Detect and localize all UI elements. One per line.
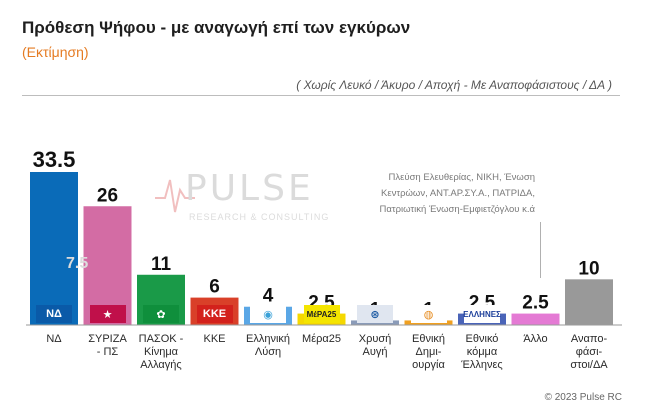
category-label-line: κόμμα xyxy=(466,346,498,358)
party-logo-7: ◍ xyxy=(410,305,447,323)
category-label-2: ΠΑΣΟΚ - Κίνημα Αλλαγής xyxy=(131,333,191,372)
value-label-0: 33.5 xyxy=(33,147,76,172)
party-logo-8: ΕΛΛΗΝΕΣ xyxy=(463,305,501,323)
party-logo-2: ✿ xyxy=(143,305,179,323)
bar-9 xyxy=(511,313,560,325)
category-label-line: φάσι- xyxy=(575,346,603,358)
category-label-line: Εθνικό xyxy=(465,333,499,345)
category-label-line: ΚΚΕ xyxy=(203,333,226,345)
category-label-line: Αλλαγής xyxy=(140,359,182,371)
header-divider xyxy=(22,95,620,96)
category-label-5: Μέρα25 xyxy=(292,333,352,346)
category-label-line: Έλληνες xyxy=(461,359,503,371)
watermark-brand: PULSE xyxy=(185,168,314,209)
category-label-line: - ΠΣ xyxy=(96,346,119,358)
category-label-line: Δημι- xyxy=(415,346,442,358)
bar-10 xyxy=(565,279,613,325)
pulse-watermark: PULSE RESEARCH & CONSULTING xyxy=(155,168,328,223)
category-label-1: ΣΥΡΙΖΑ - ΠΣ xyxy=(78,333,138,359)
watermark-tagline: RESEARCH & CONSULTING xyxy=(189,212,330,222)
filter-note: ( Χωρίς Λευκό / Άκυρο / Αποχή - Με Αναπο… xyxy=(296,78,612,92)
category-label-6: Χρυσή Αυγή xyxy=(345,333,405,359)
party-logo-5: ΜέΡΑ25 xyxy=(303,305,340,323)
other-parties-note: Πλεύση Ελευθερίας, ΝΙΚΗ, Ένωση Κεντρώων,… xyxy=(379,172,536,215)
category-label-line: ΠΑΣΟΚ - xyxy=(138,333,184,345)
nd-inner-value: 7.5 xyxy=(66,255,89,272)
category-label-line: Ελληνική xyxy=(245,333,291,345)
category-label-line: Αναπο- xyxy=(570,333,608,345)
value-label-1: 26 xyxy=(97,185,118,206)
value-label-4: 4 xyxy=(263,286,274,307)
value-label-2: 11 xyxy=(151,254,172,275)
category-label-3: ΚΚΕ xyxy=(185,333,245,346)
category-label-10: Αναπο-φάσι-στοι/ΔΑ xyxy=(559,333,619,372)
party-logo-1: ★ xyxy=(89,305,126,323)
pulse-wave-icon xyxy=(155,179,195,213)
chart-subtitle: (Εκτίμηση) xyxy=(22,44,89,60)
category-label-line: Μέρα25 xyxy=(302,333,341,345)
category-label-line: ΝΔ xyxy=(46,333,62,345)
category-label-line: Άλλο xyxy=(523,333,548,345)
category-label-line: Λύση xyxy=(254,346,282,358)
category-label-8: Εθνικό κόμμα Έλληνες xyxy=(452,333,512,372)
category-label-0: ΝΔ xyxy=(24,333,84,346)
category-label-line: Εθνική xyxy=(411,333,446,345)
category-label-line: Χρυσή xyxy=(358,333,392,345)
party-logo-0: ΝΔ xyxy=(36,305,72,323)
category-label-line: Κίνημα xyxy=(143,346,179,358)
value-label-10: 10 xyxy=(578,258,599,279)
category-label-7: Εθνική Δημι-ουργία xyxy=(399,333,459,372)
party-logo-6: ⊛ xyxy=(357,305,393,323)
chart-title: Πρόθεση Ψήφου - με αναγωγή επί των εγκύρ… xyxy=(22,18,411,37)
category-label-4: Ελληνική Λύση xyxy=(238,333,298,359)
copyright-footer: © 2023 Pulse RC xyxy=(544,392,622,403)
category-label-line: ΣΥΡΙΖΑ xyxy=(88,333,127,345)
value-label-9: 2.5 xyxy=(522,293,549,314)
category-label-line: ουργία xyxy=(412,359,445,371)
bar-0 xyxy=(30,172,78,325)
category-label-line: στοι/ΔΑ xyxy=(570,359,608,371)
value-label-3: 6 xyxy=(209,277,220,298)
category-label-9: Άλλο xyxy=(506,333,566,346)
party-logo-3: ΚΚΕ xyxy=(196,305,233,323)
category-label-line: Αυγή xyxy=(362,346,388,358)
party-logo-4: ◉ xyxy=(250,305,286,323)
